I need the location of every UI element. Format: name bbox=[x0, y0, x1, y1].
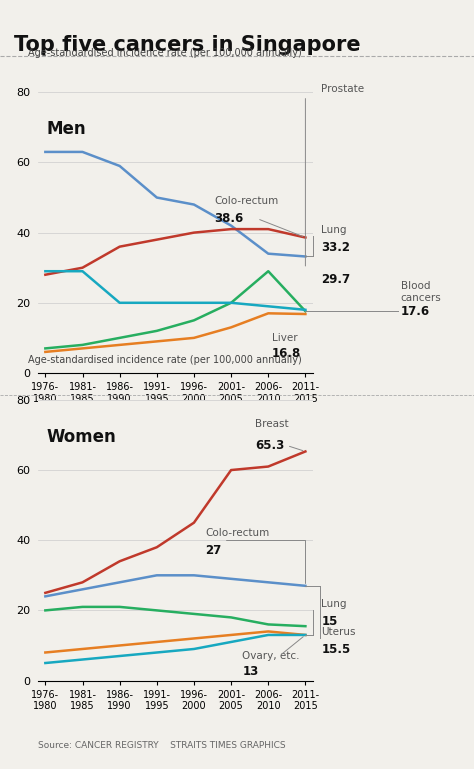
Text: Breast: Breast bbox=[255, 419, 289, 429]
Text: Age-standardised incidence rate (per 100,000 annually): Age-standardised incidence rate (per 100… bbox=[28, 355, 302, 365]
Text: Ovary, etc.: Ovary, etc. bbox=[242, 651, 300, 661]
Text: Lung: Lung bbox=[321, 225, 347, 235]
Text: Colo-rectum: Colo-rectum bbox=[214, 196, 279, 206]
Text: Uterus: Uterus bbox=[321, 627, 356, 637]
Text: 16.8: 16.8 bbox=[272, 347, 301, 360]
Text: Top five cancers in Singapore: Top five cancers in Singapore bbox=[14, 35, 361, 55]
Text: Men: Men bbox=[46, 120, 86, 138]
Text: Source: CANCER REGISTRY    STRAITS TIMES GRAPHICS: Source: CANCER REGISTRY STRAITS TIMES GR… bbox=[38, 741, 285, 750]
Text: Prostate: Prostate bbox=[321, 85, 365, 95]
Text: 17.6: 17.6 bbox=[401, 305, 429, 318]
Text: Liver: Liver bbox=[272, 333, 298, 343]
Text: 33.2: 33.2 bbox=[321, 241, 350, 254]
Text: Colo-rectum: Colo-rectum bbox=[205, 528, 269, 538]
Text: Women: Women bbox=[46, 428, 116, 446]
Text: 65.3: 65.3 bbox=[255, 439, 284, 452]
Text: 13: 13 bbox=[242, 665, 258, 678]
Text: 29.7: 29.7 bbox=[321, 272, 350, 285]
Text: 27: 27 bbox=[205, 544, 221, 558]
Text: Lung: Lung bbox=[321, 599, 347, 609]
Text: 38.6: 38.6 bbox=[214, 212, 244, 225]
Text: 15.5: 15.5 bbox=[321, 643, 351, 656]
Text: Age-standardised incidence rate (per 100,000 annually): Age-standardised incidence rate (per 100… bbox=[28, 48, 302, 58]
Text: 15: 15 bbox=[321, 615, 338, 628]
Text: Blood
cancers: Blood cancers bbox=[401, 281, 441, 303]
